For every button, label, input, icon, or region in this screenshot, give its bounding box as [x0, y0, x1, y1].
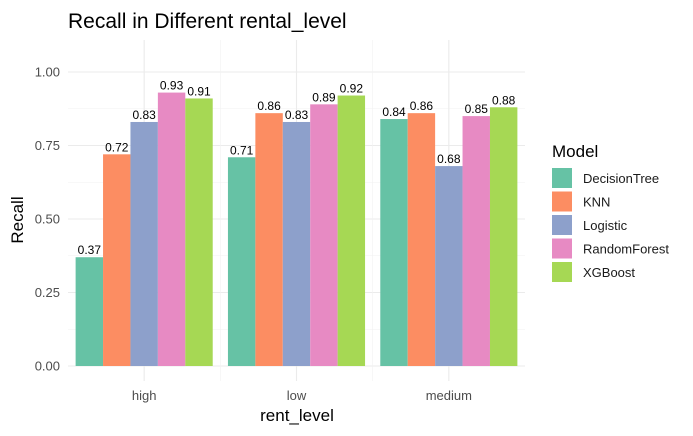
data-label: 0.85 [465, 102, 489, 116]
y-tick-label: 1.00 [35, 65, 60, 80]
data-label: 0.37 [78, 243, 102, 257]
legend: Model DecisionTree KNN Logistic RandomFores… [552, 142, 669, 282]
y-axis-ticks: 0.00 0.25 0.50 0.75 1.00 [35, 65, 60, 374]
y-tick-label: 0.75 [35, 138, 60, 153]
data-label: 0.88 [492, 93, 516, 107]
x-tick-label: low [287, 388, 307, 403]
legend-key [552, 238, 572, 259]
legend-label: RandomForest [583, 242, 669, 257]
y-tick-label: 0.00 [35, 359, 60, 374]
bar [227, 157, 256, 366]
bar [130, 121, 158, 366]
data-label: 0.86 [257, 99, 281, 113]
data-label: 0.83 [132, 108, 156, 122]
legend-key [552, 262, 572, 282]
bar [255, 113, 283, 366]
legend-label: KNN [583, 195, 610, 210]
data-label: 0.93 [160, 79, 184, 93]
bars [75, 92, 518, 367]
bar [462, 116, 490, 366]
legend-key [552, 191, 572, 212]
bar [157, 92, 186, 366]
bar [407, 113, 436, 366]
chart-title: Recall in Different rental_level [68, 10, 347, 33]
legend-key [552, 168, 572, 188]
bar [103, 154, 131, 366]
bar [380, 119, 408, 366]
bar [282, 121, 311, 366]
x-axis-ticks: high low medium [132, 388, 472, 403]
data-label: 0.71 [230, 143, 254, 157]
data-label: 0.92 [340, 82, 364, 96]
data-labels: 0.370.720.830.93 0.910.710.860.830.890.92… [78, 79, 516, 258]
bar [337, 95, 366, 367]
data-label: 0.84 [382, 105, 406, 119]
bar [310, 104, 338, 366]
x-axis-title: rent_level [260, 406, 334, 425]
data-label: 0.86 [410, 99, 434, 113]
bar [435, 166, 463, 366]
legend-items: DecisionTree KNN Logistic RandomForest XGBoo… [552, 168, 669, 282]
legend-key [552, 215, 572, 235]
x-tick-label: medium [426, 388, 472, 403]
data-label: 0.68 [437, 152, 461, 166]
y-tick-label: 0.50 [35, 212, 60, 227]
legend-label: DecisionTree [583, 171, 659, 186]
bar [185, 98, 213, 367]
x-tick-label: high [132, 388, 157, 403]
data-label: 0.72 [105, 140, 129, 154]
legend-title: Model [552, 142, 598, 161]
legend-label: Logistic [583, 218, 628, 233]
data-label: 0.89 [312, 90, 336, 104]
y-tick-label: 0.25 [35, 285, 60, 300]
y-axis-title: Recall [8, 196, 27, 243]
data-label: 0.91 [187, 84, 211, 98]
bar [489, 107, 518, 366]
legend-label: XGBoost [583, 265, 635, 280]
bar [75, 257, 104, 366]
data-label: 0.83 [285, 108, 309, 122]
